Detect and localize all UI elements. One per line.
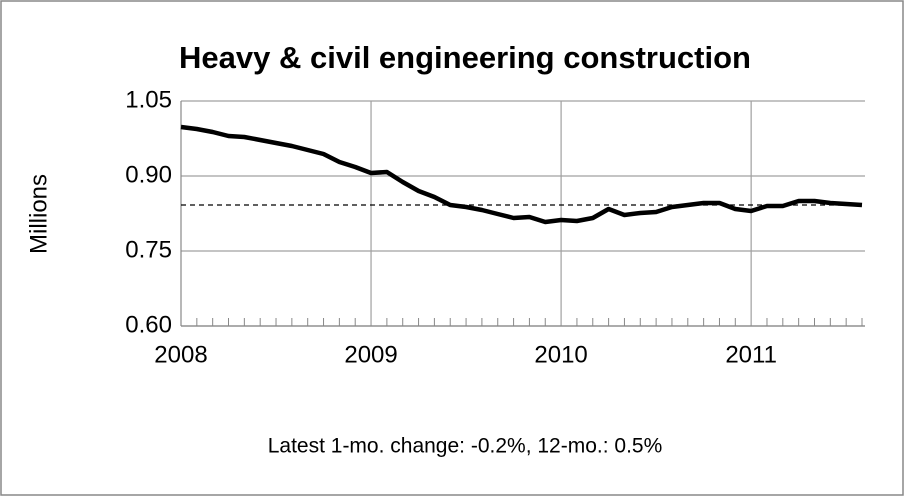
x-tick-label: 2009 [344, 341, 397, 368]
y-tick-label: 1.05 [125, 86, 172, 113]
x-tick-label: 2011 [725, 341, 777, 368]
chart-title: Heavy & civil engineering construction [179, 40, 751, 75]
x-tick-label: 2008 [154, 341, 207, 368]
x-tick-label: 2010 [534, 341, 587, 368]
y-axis-label: Millions [25, 174, 52, 254]
y-tick-label: 0.60 [125, 311, 172, 338]
data-line [180, 124, 863, 225]
y-tick-label: 0.75 [125, 236, 172, 263]
y-tick-label: 0.90 [125, 161, 172, 188]
annotation: Latest 1-mo. change: -0.2%, 12-mo.: 0.5% [268, 435, 663, 458]
